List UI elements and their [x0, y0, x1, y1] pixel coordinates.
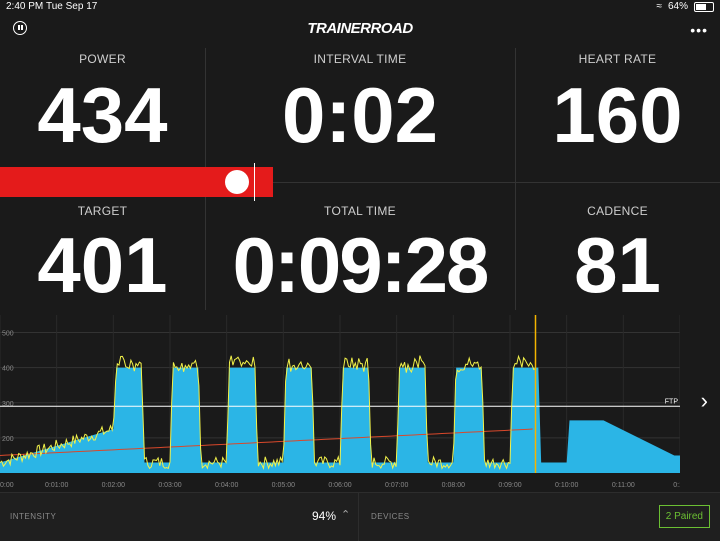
intensity-label: INTENSITY	[10, 512, 57, 521]
target-value: 401	[37, 221, 168, 309]
x-tick-label: 0:02:00	[102, 482, 125, 489]
battery-icon	[694, 1, 714, 12]
y-tick-label: 400	[2, 366, 14, 373]
x-tick-label: 0:05:00	[272, 482, 295, 489]
target-power-area	[0, 367, 680, 473]
status-date: Tue Sep 17	[46, 1, 98, 12]
total-time-metric: TOTAL TIME 0:09:28	[205, 204, 515, 304]
battery-status: ≈ 64%	[656, 1, 714, 12]
y-tick-label: 200	[2, 436, 14, 443]
wifi-icon: ≈	[656, 1, 662, 12]
x-tick-label: 0:12	[673, 482, 680, 489]
intensity-value[interactable]: 94%	[312, 509, 337, 523]
x-tick-label: 0:04:00	[215, 482, 238, 489]
workout-chart[interactable]: 500 400 300 200 0:00 0:01:00 0:02:00 0:03:00 0:0…	[0, 315, 680, 490]
battery-percent: 64%	[667, 1, 688, 12]
heart-rate-label: HEART RATE	[578, 52, 657, 66]
power-value: 434	[37, 71, 168, 159]
cadence-label: CADENCE	[587, 204, 648, 218]
total-time-value: 0:09:28	[232, 221, 490, 309]
target-label: TARGET	[77, 204, 128, 218]
power-bar-knob	[225, 170, 249, 194]
y-tick-label: 500	[2, 331, 14, 338]
more-horizontal-icon[interactable]: •••	[690, 22, 708, 38]
power-line	[0, 354, 536, 471]
x-tick-label: 0:08:00	[442, 482, 465, 489]
cadence-value: 81	[574, 221, 661, 309]
heart-rate-line	[0, 428, 533, 456]
status-bar: 2:40 PM Tue Sep 17 ≈ 64%	[0, 0, 720, 14]
y-tick-label: 300	[2, 401, 14, 408]
cadence-metric: CADENCE 81	[515, 204, 720, 304]
ftp-label: FTP	[665, 398, 679, 405]
power-target-marker	[254, 163, 255, 201]
power-label: POWER	[79, 52, 126, 66]
x-tick-label: 0:09:00	[498, 482, 521, 489]
chevron-up-icon[interactable]: ⌃	[341, 509, 351, 521]
pause-icon[interactable]	[13, 21, 27, 35]
interval-time-label: INTERVAL TIME	[313, 52, 407, 66]
x-tick-label: 0:03:00	[158, 482, 181, 489]
chevron-right-icon[interactable]: ›	[700, 388, 708, 413]
heart-rate-value: 160	[552, 71, 683, 159]
heart-rate-metric: HEART RATE 160	[515, 52, 720, 154]
x-tick-label: 0:10:00	[555, 482, 578, 489]
target-metric: TARGET 401	[0, 204, 205, 304]
interval-time-value: 0:02	[281, 71, 439, 159]
power-metric: POWER 434	[0, 52, 205, 154]
x-tick-label: 0:07:00	[385, 482, 408, 489]
interval-time-metric: INTERVAL TIME 0:02	[205, 52, 515, 154]
paired-devices-button[interactable]: 2 Paired	[658, 505, 710, 528]
x-tick-label: 0:06:00	[328, 482, 351, 489]
devices-label: DEVICES	[371, 512, 410, 521]
app-logo: TRAINERROAD	[307, 20, 413, 37]
total-time-label: TOTAL TIME	[324, 204, 396, 218]
x-tick-label: 0:01:00	[45, 482, 68, 489]
x-tick-label: 0:00	[0, 482, 14, 489]
status-time: 2:40 PM	[6, 1, 44, 12]
x-tick-label: 0:11:00	[612, 482, 635, 489]
footer: INTENSITY 94% ⌃ DEVICES 2 Paired	[0, 492, 720, 541]
